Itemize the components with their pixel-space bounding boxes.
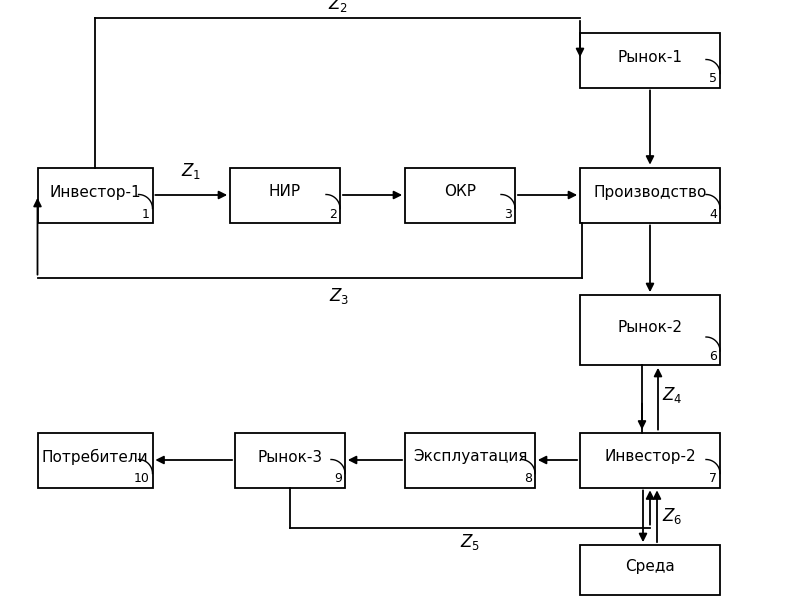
Bar [580,432,720,488]
Text: 2: 2 [329,208,337,220]
Bar [405,432,535,488]
Text: ОКР: ОКР [444,184,476,200]
Text: Производство: Производство [594,184,706,200]
Text: Рынок-1: Рынок-1 [618,50,682,64]
Bar [580,168,720,222]
Bar [580,545,720,595]
Text: Потребители: Потребители [42,449,148,465]
Bar [38,168,153,222]
Text: 9: 9 [334,473,342,486]
Text: 3: 3 [504,208,512,220]
Text: 8: 8 [524,473,532,486]
Text: $Z_6$: $Z_6$ [662,507,682,526]
Bar [38,432,153,488]
Text: 4: 4 [709,208,717,220]
Bar [580,33,720,88]
Text: $Z_5$: $Z_5$ [460,532,480,551]
Text: $Z_2$: $Z_2$ [327,0,347,14]
Text: НИР: НИР [269,184,301,200]
Text: $Z_3$: $Z_3$ [329,286,349,306]
Text: $Z_4$: $Z_4$ [662,385,682,405]
Bar [580,295,720,365]
Text: Рынок-3: Рынок-3 [258,449,322,465]
Text: Инвестор-2: Инвестор-2 [604,449,696,465]
Text: Среда: Среда [625,559,675,575]
Text: 10: 10 [134,473,150,486]
Text: Инвестор-1: Инвестор-1 [49,184,141,200]
Bar [405,168,515,222]
Bar [230,168,340,222]
Text: Эксплуатация: Эксплуатация [413,449,527,465]
Text: 5: 5 [709,72,717,85]
Text: 6: 6 [709,350,717,363]
Text: Рынок-2: Рынок-2 [618,319,682,335]
Text: 7: 7 [709,473,717,486]
Bar [235,432,345,488]
Text: 1: 1 [142,208,150,220]
Text: $Z_1$: $Z_1$ [181,161,202,181]
